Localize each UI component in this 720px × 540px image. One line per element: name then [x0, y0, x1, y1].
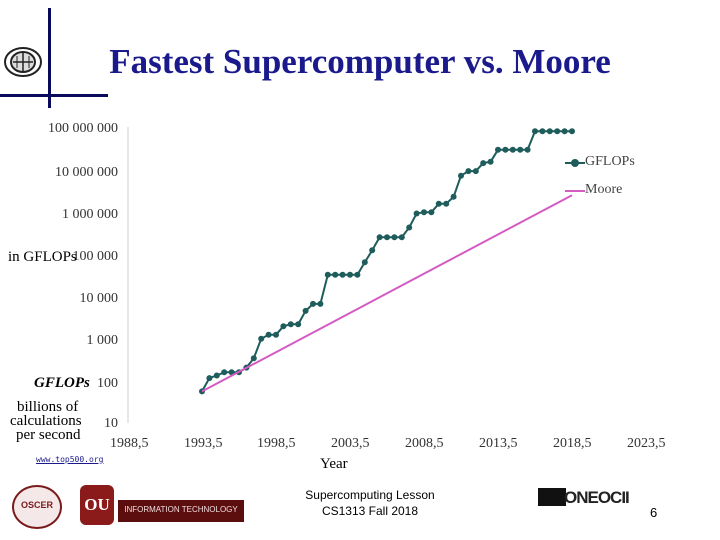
data-point	[221, 369, 228, 376]
y-tick-label: 10 000	[79, 291, 119, 306]
data-point	[569, 128, 575, 135]
data-point	[539, 128, 546, 135]
x-tick-label: 1988,5	[110, 436, 149, 451]
legend-gflops-label: GFLOPs	[585, 154, 635, 169]
ou-logo: OU	[80, 485, 114, 525]
oscer-logo-text: OSCER	[20, 500, 53, 510]
data-point	[517, 146, 524, 153]
x-tick-label: 2008,5	[405, 436, 444, 451]
slide-title: Fastest Supercomputer vs. Moore	[109, 42, 611, 81]
x-tick-label: 2018,5	[553, 436, 592, 451]
data-point	[532, 128, 538, 135]
y-tick-label: 100 000	[72, 249, 119, 264]
page-number: 6	[650, 505, 658, 520]
data-point	[554, 128, 561, 135]
y-axis-label: in GFLOPs	[8, 249, 77, 265]
it-logo: INFORMATION TECHNOLOGY	[118, 500, 244, 522]
data-point	[250, 355, 257, 362]
data-point	[458, 172, 464, 179]
x-tick-label: 2003,5	[331, 436, 370, 451]
series-line-gflops	[201, 130, 572, 392]
data-point	[339, 271, 346, 278]
data-point	[421, 209, 427, 216]
data-point	[435, 200, 442, 207]
data-point	[213, 372, 220, 379]
ou-logo-text: OU	[84, 495, 110, 514]
data-point	[450, 193, 457, 200]
data-point	[317, 300, 324, 307]
data-point	[287, 321, 294, 328]
footer-course: CS1313 Fall 2018	[321, 504, 419, 518]
oneocii-logo-block	[538, 488, 566, 506]
series-line-moore	[201, 194, 573, 393]
y-tick-label: 1 000 000	[62, 207, 118, 222]
data-point	[502, 146, 509, 153]
plot-area	[199, 128, 575, 395]
x-tick-label: 1998,5	[257, 436, 296, 451]
data-point	[302, 307, 309, 314]
x-axis-label: Year	[320, 456, 348, 472]
data-point	[443, 200, 450, 207]
data-point	[295, 321, 302, 328]
data-point	[428, 209, 435, 216]
data-point	[398, 234, 405, 241]
data-point	[376, 234, 383, 241]
data-point	[524, 146, 531, 153]
data-point	[258, 335, 265, 342]
data-point	[310, 300, 316, 307]
gflops-note-title: GFLOPs	[34, 375, 90, 391]
footer: Supercomputing Lesson CS1313 Fall 2018	[280, 487, 460, 519]
oscer-logo: OSCER	[12, 485, 62, 529]
data-point	[413, 210, 420, 217]
data-point	[495, 146, 501, 153]
legend-moore-label: Moore	[585, 182, 623, 197]
data-point	[206, 375, 213, 382]
globe-logo-icon	[4, 47, 42, 77]
data-point	[273, 331, 279, 338]
oneocii-logo: ONEOCII	[538, 488, 634, 520]
data-point	[465, 168, 472, 175]
gflops-note-line: calculations	[10, 413, 82, 429]
y-tick-label: 10 000 000	[55, 165, 118, 180]
gflops-note-line: billions of	[17, 399, 79, 415]
data-point	[487, 158, 494, 165]
y-tick-label: 1 000	[86, 333, 119, 348]
data-point	[406, 224, 413, 231]
it-logo-text: INFORMATION TECHNOLOGY	[124, 505, 238, 514]
x-tick-label: 1993,5	[184, 436, 223, 451]
data-point	[369, 247, 376, 254]
data-point	[361, 259, 368, 266]
data-point	[384, 234, 390, 241]
data-point	[391, 234, 398, 241]
title-divider-horizontal	[0, 94, 108, 97]
data-point	[480, 160, 487, 167]
data-point	[265, 331, 272, 338]
y-tick-label: 10	[104, 416, 118, 431]
x-tick-label: 2023,5	[627, 436, 666, 451]
y-tick-label: 100	[97, 376, 118, 391]
data-point	[354, 271, 361, 278]
data-point	[472, 168, 479, 175]
source-link[interactable]: www.top500.org	[36, 455, 104, 464]
title-divider-vertical	[48, 8, 51, 108]
data-point	[332, 271, 339, 278]
x-tick-label: 2013,5	[479, 436, 518, 451]
legend-gflops-marker	[571, 159, 579, 167]
data-point	[324, 271, 331, 278]
legend-moore-swatch	[565, 190, 585, 192]
data-point	[280, 323, 287, 330]
data-point	[546, 128, 553, 135]
data-point	[347, 271, 353, 278]
gflops-note-line: per second	[16, 427, 81, 443]
oneocii-logo-text: ONEOCII	[564, 488, 630, 507]
data-point	[561, 128, 568, 135]
y-tick-label: 100 000 000	[48, 121, 118, 136]
data-point	[509, 146, 516, 153]
footer-lesson: Supercomputing Lesson	[305, 488, 435, 502]
